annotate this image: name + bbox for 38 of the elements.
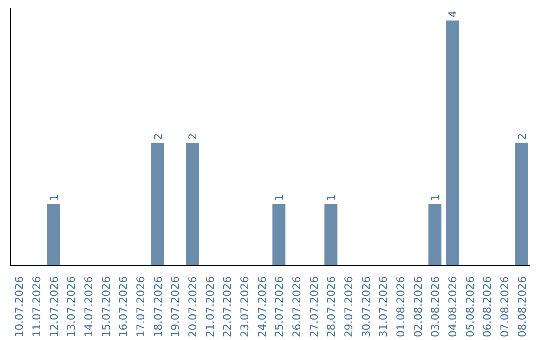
x-tick-label: 20.07.2026: [186, 276, 200, 338]
x-tick-label: 19.07.2026: [169, 276, 182, 338]
x-tick-label: 15.07.2026: [100, 276, 113, 338]
x-tick-label: 21.07.2026: [204, 276, 217, 338]
x-tick-label: 17.07.2026: [134, 276, 148, 338]
x-tick-label: 26.07.2026: [290, 276, 304, 338]
x-tick-label: 25.07.2026: [273, 276, 286, 338]
x-tick-label: 11.07.2026: [30, 276, 44, 338]
data-label: 1: [48, 194, 61, 202]
x-tick-label: 18.07.2026: [152, 276, 165, 338]
x-tick-label: 12.07.2026: [48, 276, 61, 338]
data-label: 1: [429, 194, 442, 202]
x-tick-label: 22.07.2026: [221, 276, 234, 338]
x-tick-label: 06.08.2026: [481, 276, 494, 338]
x-tick-label: 28.07.2026: [325, 276, 338, 338]
x-tick-label: 13.07.2026: [65, 276, 78, 338]
data-label: 4: [446, 10, 460, 18]
data-label: 1: [273, 194, 286, 202]
data-label: 2: [516, 133, 529, 140]
x-tick-label: 04.08.2026: [446, 276, 460, 338]
x-tick-label: 03.08.2026: [429, 276, 442, 338]
data-label: 2: [186, 133, 200, 140]
x-tick-label: 01.08.2026: [394, 276, 408, 338]
x-tick-label: 10.07.2026: [13, 276, 26, 338]
x-tick-label: 02.08.2026: [412, 276, 425, 338]
x-tick-label: 27.07.2026: [308, 276, 321, 338]
x-tick-label: 05.08.2026: [464, 276, 477, 338]
x-tick-label: 31.07.2026: [377, 276, 390, 338]
x-tick-label: 08.08.2026: [516, 276, 529, 338]
x-tick-label: 14.07.2026: [82, 276, 96, 338]
x-tick-label: 30.07.2026: [360, 276, 373, 338]
x-tick-label: 29.07.2026: [342, 276, 356, 338]
x-tick-label: 16.07.2026: [117, 276, 130, 338]
x-tick-label: 07.08.2026: [498, 276, 512, 338]
x-tick-label: 23.07.2026: [238, 276, 252, 338]
x-tick-label: 24.07.2026: [256, 276, 269, 338]
data-label: 2: [152, 133, 165, 140]
data-label: 1: [325, 194, 338, 202]
